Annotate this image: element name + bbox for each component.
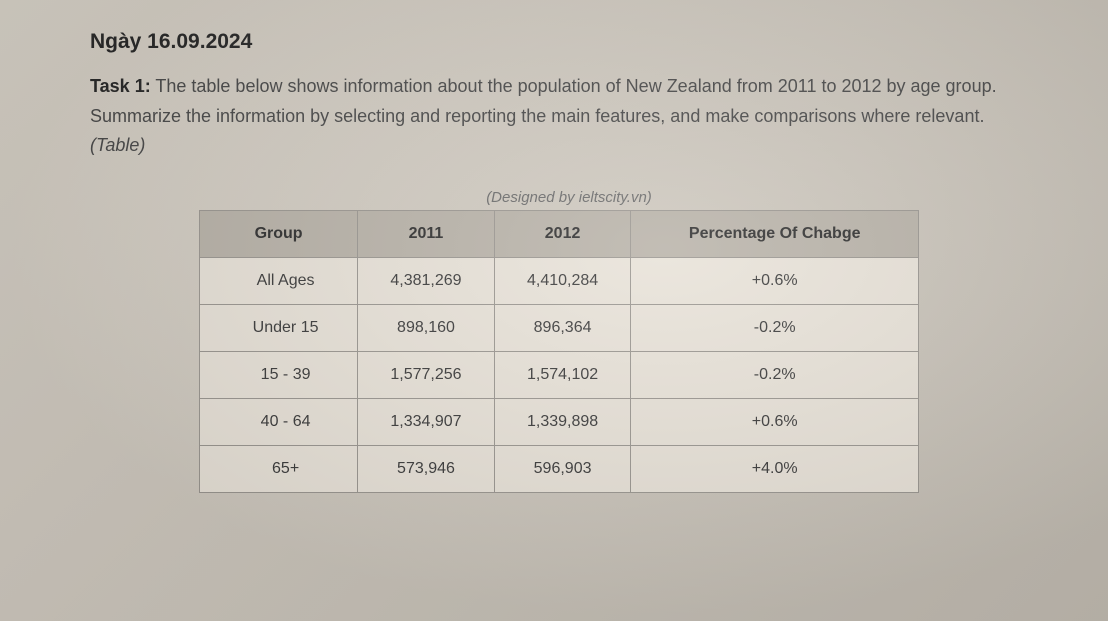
cell-pct: +0.6% [631,258,919,305]
cell-2012: 4,410,284 [494,258,631,305]
task-type: (Table) [90,135,145,155]
cell-2012: 1,339,898 [494,399,631,446]
cell-2011: 1,577,256 [358,352,495,399]
cell-group: 15 - 39 [200,352,358,399]
task-text: The table below shows information about … [90,76,997,126]
cell-pct: -0.2% [631,352,919,399]
task-paragraph: Task 1: The table below shows informatio… [90,72,1028,161]
cell-group: 65+ [200,446,358,493]
table-row: 15 - 39 1,577,256 1,574,102 -0.2% [200,352,919,399]
cell-2011: 1,334,907 [358,399,495,446]
designed-by-caption: (Designed by ieltscity.vn) [199,189,919,206]
cell-2011: 4,381,269 [358,258,495,305]
cell-group: Under 15 [200,305,358,352]
cell-pct: -0.2% [631,305,919,352]
cell-pct: +4.0% [631,446,919,493]
cell-pct: +0.6% [631,399,919,446]
table-row: 40 - 64 1,334,907 1,339,898 +0.6% [200,399,919,446]
cell-2012: 596,903 [494,446,631,493]
table-row: 65+ 573,946 596,903 +4.0% [200,446,919,493]
cell-2012: 1,574,102 [494,352,631,399]
table-row: Under 15 898,160 896,364 -0.2% [200,305,919,352]
table-row: All Ages 4,381,269 4,410,284 +0.6% [200,258,919,305]
cell-group: All Ages [200,258,358,305]
col-header-group: Group [200,211,358,258]
cell-group: 40 - 64 [200,399,358,446]
table-header-row: Group 2011 2012 Percentage Of Chabge [200,211,919,258]
date-heading: Ngày 16.09.2024 [90,30,1028,54]
col-header-2011: 2011 [358,211,495,258]
cell-2011: 898,160 [358,305,495,352]
col-header-2012: 2012 [494,211,631,258]
population-table: Group 2011 2012 Percentage Of Chabge All… [199,210,919,493]
cell-2012: 896,364 [494,305,631,352]
col-header-percentage: Percentage Of Chabge [631,211,919,258]
task-label: Task 1: [90,76,151,96]
cell-2011: 573,946 [358,446,495,493]
